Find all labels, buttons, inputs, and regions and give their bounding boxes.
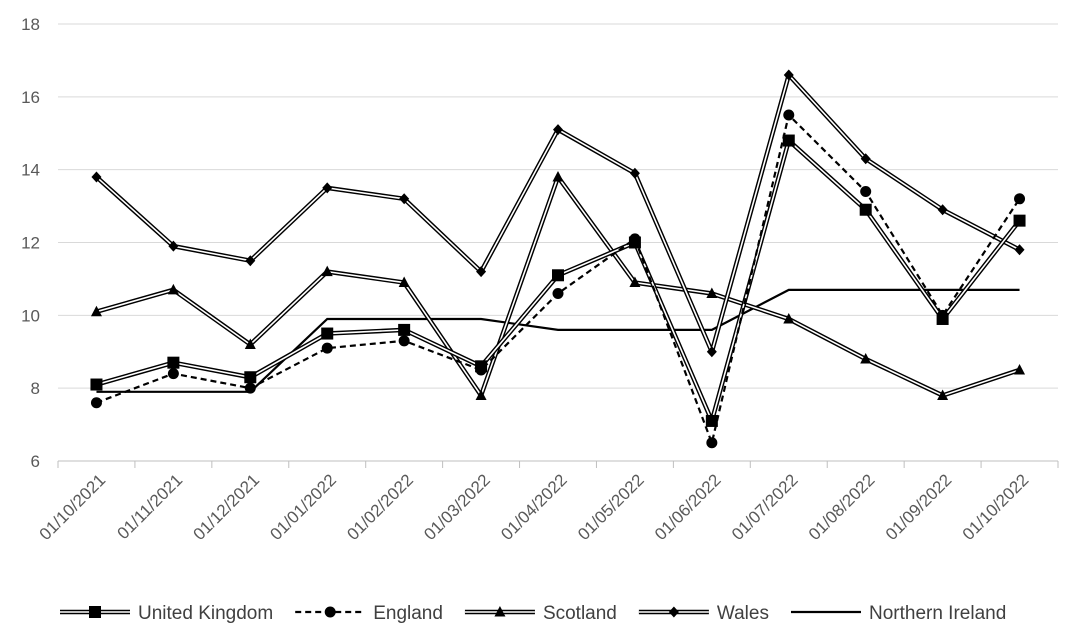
legend-label: Scotland [543,603,617,624]
england-point [629,233,641,245]
y-tick-label: 12 [21,234,40,253]
legend-item-united-kingdom: United Kingdom [60,603,273,624]
series-scotland [90,170,1026,400]
england-point [860,186,872,198]
x-axis: 01/10/2021 01/11/2021 01/12/2021 01/01/2022… [36,460,1059,544]
legend-label: Wales [717,603,769,624]
scotland-point [321,265,333,277]
wales-point [245,255,256,267]
series-england [90,109,1026,449]
united-kingdom-point [552,269,564,282]
x-tick-label: 01/01/2022 [266,470,340,544]
wales-point [783,69,794,81]
england-point [706,437,718,449]
series-wales [91,69,1025,358]
wales-point [629,167,640,179]
united-kingdom-point [167,356,180,369]
scotland-point [1014,363,1026,375]
x-tick-label: 01/02/2022 [343,470,417,544]
united-kingdom-point [1013,214,1026,227]
wales-point [937,204,948,216]
scotland-point [475,389,487,400]
united-kingdom-point [859,203,872,216]
england-point [475,364,487,376]
scotland-point [629,276,641,288]
scotland-point [398,276,410,288]
wales-point [476,266,487,278]
england-point [321,342,333,354]
legend-wales-marker [668,606,679,618]
x-tick-label: 01/12/2021 [190,470,264,544]
united-kingdom-point [244,371,257,384]
legend-scotland-marker [494,606,506,617]
y-tick-label: 6 [31,452,40,471]
england-point [552,287,564,299]
x-tick-label: 01/08/2022 [805,470,879,544]
united-kingdom-point [90,378,103,391]
legend-united-kingdom-marker [89,606,101,618]
legend-item-northern-ireland: Northern Ireland [790,603,1006,624]
legend-label: United Kingdom [138,603,273,624]
x-tick-label: 01/10/2021 [36,470,110,544]
y-tick-label: 18 [21,15,40,34]
legend-item-scotland: Scotland [464,603,617,624]
y-axis: 6 8 10 12 14 16 18 [21,15,40,471]
wales-point [399,193,410,205]
england-point [398,335,410,347]
england-point [1014,193,1026,205]
legend-label: Northern Ireland [869,603,1006,624]
wales-point [706,346,717,358]
y-tick-label: 14 [21,161,40,180]
scotland-point [90,305,102,317]
series-wales-outline [94,72,1021,354]
scotland-point [937,389,949,400]
wales-point [168,240,179,252]
wales-point [1014,244,1025,256]
series-group [90,69,1026,449]
x-tick-label: 01/05/2022 [574,470,648,544]
scotland-point [244,338,256,349]
legend-item-england: England [295,603,443,624]
x-tick-label: 01/03/2022 [420,470,494,544]
legend: United Kingdom England Scotland Wales Northe… [60,603,1006,624]
x-tick-label: 01/10/2022 [959,470,1033,544]
england-point [167,368,179,380]
england-point [783,109,795,121]
england-point [90,397,102,409]
england-point [244,382,256,394]
england-point [937,309,949,321]
x-tick-label: 01/09/2022 [882,470,956,544]
y-tick-label: 10 [21,306,40,325]
wales-point [322,182,333,194]
y-tick-label: 8 [31,379,40,398]
wales-point [553,124,563,136]
united-kingdom-point [782,134,795,147]
legend-item-wales: Wales [638,603,769,624]
united-kingdom-point [705,414,718,427]
y-tick-label: 16 [21,88,40,107]
legend-england-marker [324,606,336,618]
united-kingdom-point [321,327,334,340]
x-tick-label: 01/11/2021 [114,470,187,543]
scotland-point [552,170,564,182]
gridlines [58,23,1058,389]
x-tick-label: 01/07/2022 [728,470,802,544]
legend-label: England [373,603,443,624]
series-wales-inner [95,74,1020,353]
scotland-point [783,312,795,324]
x-tick-label: 01/04/2022 [497,470,571,544]
series-scotland-outline [95,174,1021,398]
x-tick-label: 01/06/2022 [651,470,725,544]
united-kingdom-point [398,323,411,336]
scotland-point [860,353,872,364]
scotland-point [167,283,179,295]
scotland-point [706,287,718,298]
series-scotland-inner [96,176,1020,397]
wales-point [91,171,102,183]
wales-point [860,153,871,165]
